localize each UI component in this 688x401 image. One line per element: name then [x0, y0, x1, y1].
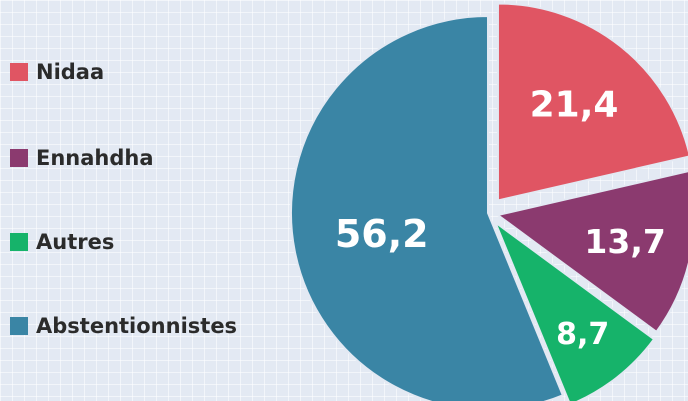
- pie-label-abstentionnistes: 56,2: [335, 212, 429, 256]
- pie-label-nidaa: 21,4: [530, 84, 619, 125]
- legend-item-nidaa: Nidaa: [10, 57, 104, 87]
- pie-label-ennahdha: 13,7: [584, 222, 665, 261]
- legend-swatch-nidaa: [10, 63, 28, 81]
- legend-item-autres: Autres: [10, 227, 114, 257]
- pie-slices: [290, 2, 688, 401]
- pie-slice-autres: [493, 219, 656, 401]
- pie-slice-ennahdha: [495, 170, 688, 334]
- pie-slice-nidaa: [496, 2, 688, 202]
- legend-label-abstentionnistes: Abstentionnistes: [36, 314, 238, 338]
- legend-item-abstentionnistes: Abstentionnistes: [10, 311, 237, 341]
- pie-label-autres: 8,7: [556, 317, 609, 352]
- legend-label-nidaa: Nidaa: [36, 60, 105, 84]
- pie-slice-abstentionnistes: [290, 14, 565, 401]
- legend-swatch-autres: [10, 233, 28, 251]
- pie-labels: 21,4 13,7 8,7 56,2: [335, 84, 666, 351]
- legend-swatch-ennahdha: [10, 149, 28, 167]
- legend-label-ennahdha: Ennahdha: [36, 146, 154, 170]
- legend-swatch-abstentionnistes: [10, 317, 28, 335]
- legend-label-autres: Autres: [36, 230, 115, 254]
- legend-item-ennahdha: Ennahdha: [10, 143, 154, 173]
- chart-legend: Nidaa Ennahdha Autres Abstentionnistes: [10, 0, 300, 401]
